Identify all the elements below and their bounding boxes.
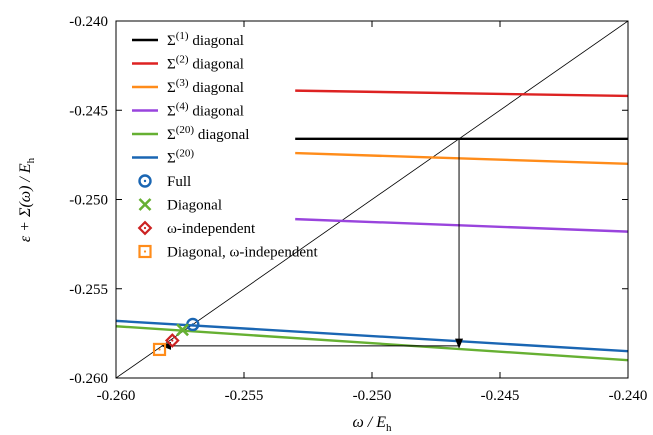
y-tick-label: -0.255 [69, 282, 108, 298]
x-tick-label: -0.240 [609, 388, 648, 404]
legend-label: Σ(20) [167, 148, 194, 167]
legend-symbol [138, 174, 152, 188]
plot-area [116, 21, 628, 378]
series-line-6 [116, 319, 628, 353]
legend-item: Σ(2) diagonal [132, 54, 244, 73]
marker-cross-2 [176, 323, 189, 337]
legend-item: Diagonal [138, 198, 222, 214]
legend-item: Full [138, 174, 191, 190]
legend-item: Σ(1) diagonal [132, 30, 244, 49]
series-line-2 [295, 89, 628, 98]
x-tick-label: -0.250 [353, 388, 392, 404]
legend-label: Diagonal, ω-independent [167, 245, 318, 261]
legend-label: ω-independent [167, 221, 256, 237]
legend: Σ(1) diagonal Σ(2) diagonal Σ(3) diagonal Σ… [132, 30, 318, 261]
legend-label: Full [167, 174, 191, 190]
legend-label: Σ(3) diagonal [167, 77, 244, 96]
legend-item: Σ(20) diagonal [132, 124, 249, 143]
y-tick-label: -0.250 [69, 193, 108, 209]
legend-label: Σ(1) diagonal [167, 30, 244, 49]
x-tick-label: -0.260 [97, 388, 136, 404]
series-line-3 [295, 151, 628, 165]
x-axis-label: ω / Eh [352, 414, 392, 434]
y-tick-label: -0.240 [69, 14, 108, 30]
y-tick-label: -0.245 [69, 103, 108, 119]
legend-item: Σ(20) [132, 148, 194, 167]
legend-symbol [138, 244, 152, 259]
y-axis-label: ε + Σ(ω) / Eh [17, 157, 37, 242]
legend-label: Diagonal [167, 198, 222, 214]
legend-label: Σ(2) diagonal [167, 54, 244, 73]
legend-symbol [137, 220, 153, 236]
legend-item: ω-independent [137, 220, 256, 237]
legend-symbol [138, 198, 152, 211]
marker-diamond-3 [164, 333, 180, 348]
diagonal-reference-line [116, 21, 628, 378]
legend-item: Σ(4) diagonal [132, 101, 244, 120]
x-tick-label: -0.255 [225, 388, 264, 404]
x-tick-label: -0.245 [481, 388, 520, 404]
legend-item: Diagonal, ω-independent [138, 244, 318, 261]
series-line-5 [116, 325, 628, 362]
legend-label: Σ(4) diagonal [167, 101, 244, 120]
legend-label: Σ(20) diagonal [167, 124, 249, 143]
axis-ticks: -0.260 -0.255 -0.250 -0.245 -0.240 -0.260 -0.2… [69, 14, 647, 404]
legend-item: Σ(3) diagonal [132, 77, 244, 96]
series-line-4 [295, 217, 628, 233]
y-tick-label: -0.260 [69, 371, 108, 387]
marker-square-4 [152, 342, 167, 357]
